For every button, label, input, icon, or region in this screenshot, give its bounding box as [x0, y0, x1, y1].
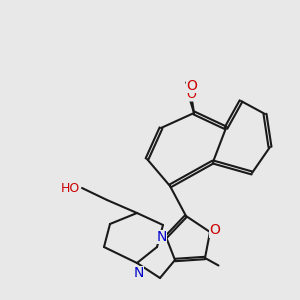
Text: O: O [209, 224, 220, 238]
Text: N: N [133, 266, 144, 280]
Text: O: O [186, 88, 196, 101]
Text: O: O [186, 79, 197, 93]
Text: HO: HO [60, 182, 80, 194]
Text: N: N [156, 230, 167, 244]
